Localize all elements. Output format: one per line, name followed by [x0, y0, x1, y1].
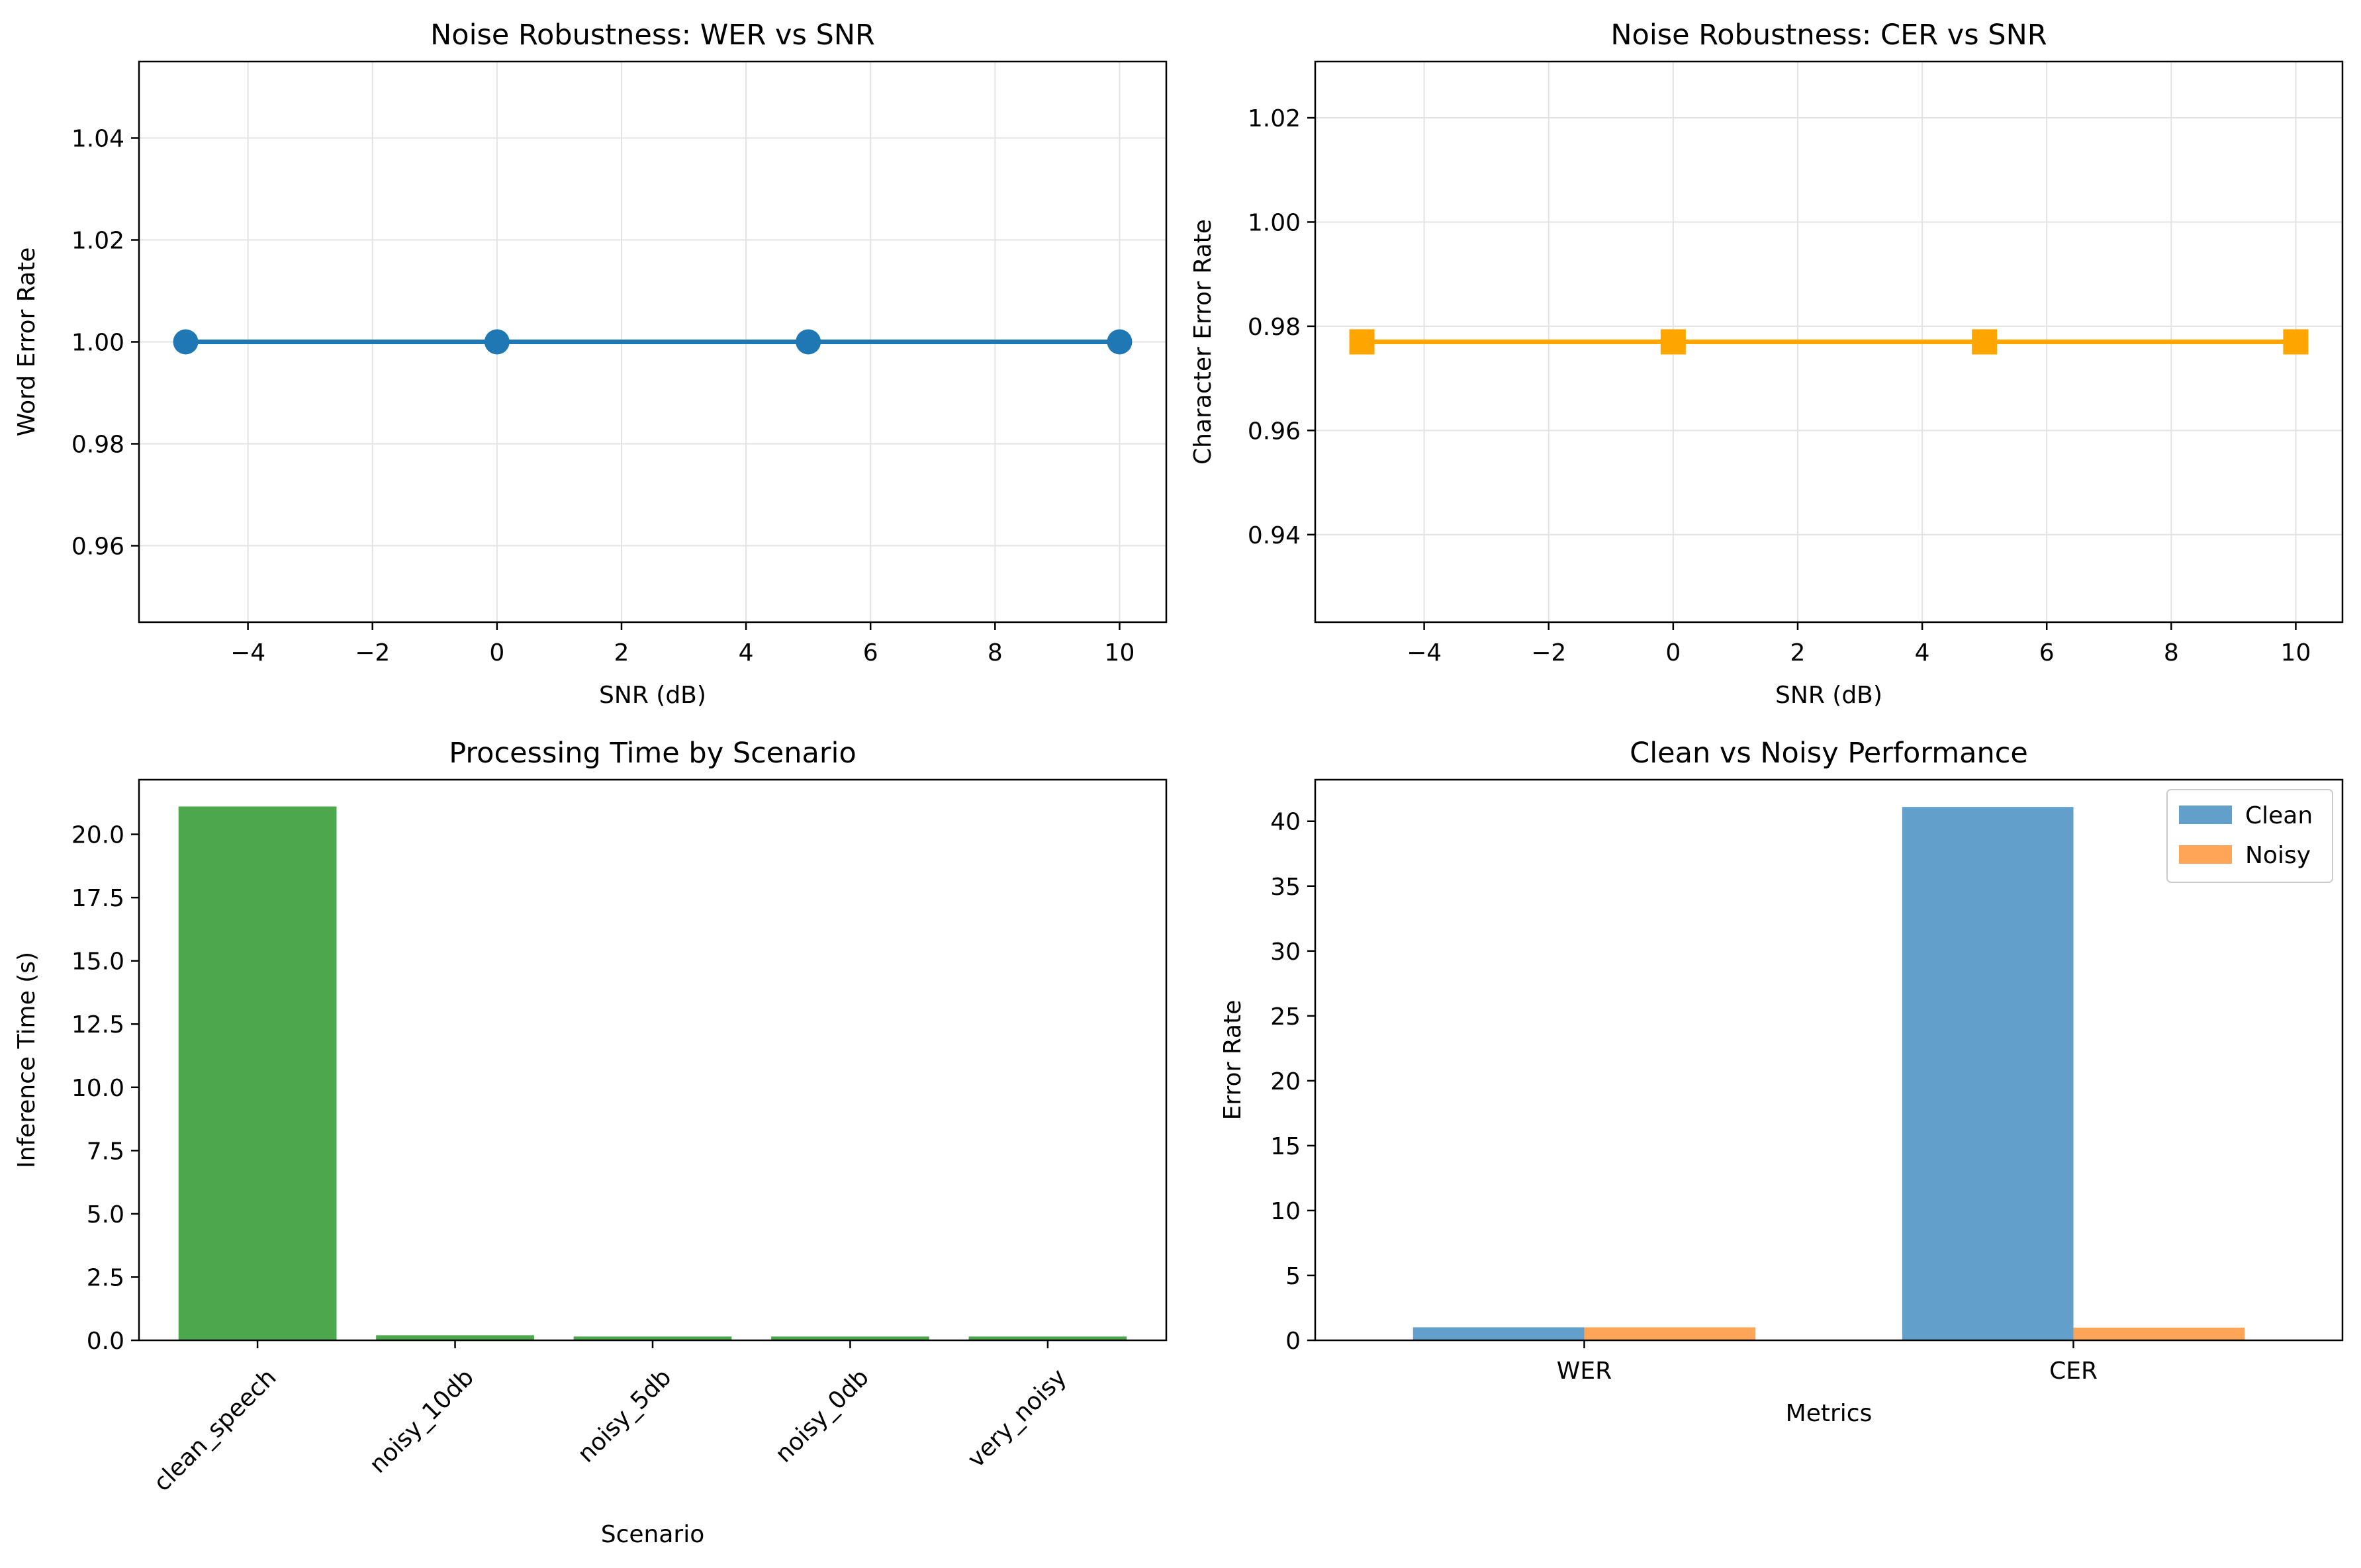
cer-y-tick-label: 1.02 [1248, 105, 1301, 132]
perf-y-tick-label: 30 [1270, 939, 1301, 966]
time-chart-title: Processing Time by Scenario [449, 737, 856, 770]
perf-x-tick-label: WER [1557, 1358, 1612, 1385]
wer-x-tick-label: 4 [739, 639, 754, 667]
time-bar [968, 1336, 1127, 1340]
cer-data-point [1972, 329, 1998, 355]
time-y-tick-label: 2.5 [87, 1264, 124, 1291]
time-x-tick-label: noisy_0db [770, 1363, 874, 1467]
cer-x-tick-label: 8 [2164, 639, 2179, 667]
cer-y-tick-label: 1.00 [1248, 209, 1301, 236]
time-y-tick-label: 20.0 [71, 822, 124, 849]
perf-y-tick-label: 35 [1270, 874, 1301, 901]
perf-chart-title: Clean vs Noisy Performance [1630, 737, 2028, 770]
perf-bars [1412, 807, 2245, 1340]
perf-legend: Clean Noisy [2166, 789, 2333, 883]
perf-ticks: 0 5 10 15 20 25 30 35 40 WER CER [1270, 809, 2098, 1385]
time-x-tick-label: very_noisy [962, 1363, 1072, 1473]
cer-x-axis-label: SNR (dB) [1775, 682, 1882, 709]
wer-y-axis-label: Word Error Rate [13, 248, 40, 437]
time-x-tick-label: noisy_5db [573, 1363, 676, 1467]
cer-data-point [2283, 329, 2309, 355]
cer-x-tick-label: −4 [1407, 639, 1442, 667]
wer-x-tick-label: 0 [489, 639, 504, 667]
perf-legend-label-clean: Clean [2245, 802, 2313, 829]
cer-vs-snr-panel: 0.94 0.96 0.98 1.00 1.02 −4 −2 0 2 4 6 8 10 Noise Ro… [1189, 19, 2344, 709]
perf-x-axis-label: Metrics [1786, 1400, 1873, 1427]
wer-x-tick-label: 8 [988, 639, 1003, 667]
wer-chart-title: Noise Robustness: WER vs SNR [430, 19, 875, 52]
wer-x-tick-label: 2 [614, 639, 629, 667]
perf-y-tick-label: 15 [1270, 1133, 1301, 1160]
cer-x-tick-label: −2 [1531, 639, 1566, 667]
cer-plot-frame [1314, 60, 2344, 623]
perf-bar-noisy [1584, 1327, 1756, 1340]
perf-y-tick-label: 10 [1270, 1198, 1301, 1225]
cer-series [1349, 329, 2309, 355]
time-x-tick-label: noisy_10db [364, 1363, 479, 1479]
wer-y-tick-label: 0.96 [71, 533, 124, 561]
time-y-tick-label: 12.5 [71, 1011, 124, 1038]
time-bar [376, 1335, 534, 1340]
time-y-tick-label: 5.0 [87, 1201, 124, 1228]
cer-data-point [1660, 329, 1686, 355]
time-bar [771, 1336, 929, 1340]
wer-ticks: 0.96 0.98 1.00 1.02 1.04 −4 −2 0 2 4 6 8 10 [71, 126, 1135, 667]
cer-y-tick-label: 0.96 [1248, 418, 1301, 445]
wer-y-tick-label: 0.98 [71, 432, 124, 459]
cer-y-axis-label: Character Error Rate [1189, 219, 1217, 465]
cer-x-tick-label: 4 [1915, 639, 1930, 667]
wer-data-point [484, 329, 510, 355]
time-bar [178, 806, 337, 1340]
wer-x-tick-label: 6 [863, 639, 878, 667]
time-bars [178, 806, 1127, 1340]
time-y-tick-label: 15.0 [71, 948, 124, 976]
perf-y-tick-label: 40 [1270, 809, 1301, 836]
cer-data-point [1349, 329, 1375, 355]
perf-legend-swatch-clean [2179, 806, 2232, 824]
perf-bar-clean [1412, 1327, 1585, 1340]
cer-x-tick-label: 2 [1790, 639, 1806, 667]
wer-vs-snr-panel: 0.96 0.98 1.00 1.02 1.04 −4 −2 0 2 4 6 8 10 Noise Ro… [13, 19, 1168, 709]
cer-y-tick-label: 0.94 [1248, 522, 1301, 549]
time-y-axis-label: Inference Time (s) [13, 952, 40, 1168]
clean-vs-noisy-panel: 0 5 10 15 20 25 30 35 40 WER CER Clean vs Noisy Pe… [1219, 737, 2344, 1427]
perf-bar-clean [1902, 807, 2074, 1340]
wer-series [173, 329, 1133, 355]
time-x-axis-label: Scenario [601, 1521, 705, 1548]
wer-y-tick-label: 1.02 [71, 228, 124, 255]
cer-chart-title: Noise Robustness: CER vs SNR [1610, 19, 2047, 52]
wer-x-tick-label: −4 [230, 639, 265, 667]
wer-data-point [173, 329, 199, 355]
wer-y-tick-label: 1.00 [71, 330, 124, 357]
wer-x-axis-label: SNR (dB) [599, 682, 706, 709]
time-x-tick-label: clean_speech [148, 1363, 281, 1497]
time-y-tick-label: 7.5 [87, 1138, 124, 1165]
perf-legend-swatch-noisy [2179, 845, 2232, 864]
cer-x-tick-label: 10 [2281, 639, 2311, 667]
wer-data-point [1107, 329, 1133, 355]
cer-y-tick-label: 0.98 [1248, 314, 1301, 341]
processing-time-panel: 0.0 2.5 5.0 7.5 10.0 12.5 15.0 17.5 20.0 clean_sp… [13, 737, 1168, 1548]
cer-x-tick-label: 6 [2039, 639, 2055, 667]
cer-ticks: 0.94 0.96 0.98 1.00 1.02 −4 −2 0 2 4 6 8 10 [1248, 105, 2311, 667]
perf-y-tick-label: 0 [1285, 1328, 1301, 1355]
wer-x-tick-label: 10 [1105, 639, 1135, 667]
perf-y-tick-label: 5 [1285, 1263, 1301, 1290]
perf-plot-frame [1314, 778, 2344, 1342]
time-bar [573, 1336, 732, 1340]
perf-legend-label-noisy: Noisy [2245, 842, 2311, 869]
perf-y-tick-label: 25 [1270, 1003, 1301, 1031]
perf-y-tick-label: 20 [1270, 1068, 1301, 1095]
perf-x-tick-label: CER [2049, 1358, 2098, 1385]
wer-y-tick-label: 1.04 [71, 126, 124, 153]
time-y-tick-label: 0.0 [87, 1328, 124, 1355]
cer-x-tick-label: 0 [1665, 639, 1681, 667]
perf-bar-noisy [2073, 1327, 2245, 1340]
wer-x-tick-label: −2 [355, 639, 390, 667]
perf-y-axis-label: Error Rate [1219, 1000, 1246, 1121]
wer-data-point [796, 329, 821, 355]
time-y-tick-label: 17.5 [71, 885, 124, 912]
time-y-tick-label: 10.0 [71, 1075, 124, 1102]
